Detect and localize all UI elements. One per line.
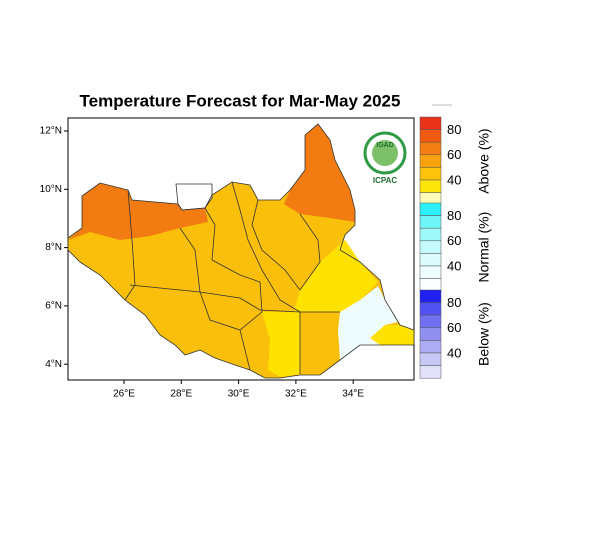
state-border [129, 284, 340, 313]
legend-swatch [419, 253, 442, 267]
lon-tick-label: 32°E [285, 389, 307, 400]
legend-swatch [419, 215, 442, 229]
legend-label: 80 [447, 122, 461, 137]
legend-label: 60 [447, 147, 461, 162]
state-border [231, 181, 301, 313]
legend-swatch [419, 352, 442, 366]
legend-title: Below (%) [476, 302, 492, 366]
state-border [179, 227, 201, 293]
legend-swatch [419, 265, 442, 279]
map-title: Temperature Forecast for Mar-May 2025 [80, 91, 401, 110]
logo-globe [372, 140, 398, 166]
legend-swatch [419, 327, 442, 341]
legend-swatch [419, 278, 442, 292]
legend-swatch [419, 141, 442, 156]
legend-label: 40 [447, 258, 461, 273]
state-border [124, 189, 136, 301]
legend-label: 80 [447, 208, 461, 223]
legend-label: 40 [447, 345, 461, 360]
state-border [251, 199, 321, 291]
legend-swatch [419, 340, 442, 354]
map-area [67, 123, 415, 379]
legend-title: Above (%) [476, 128, 492, 193]
legend-swatch [419, 129, 442, 143]
lon-tick-label: 30°E [228, 389, 250, 400]
axis-ticks: 12°N 10°N 8°N 6°N 4°N 26°E 28°E 30°E 32°E 34°E [40, 126, 365, 400]
state-border [239, 329, 251, 371]
legend-swatch [419, 227, 442, 242]
logo-org: ICPAC [373, 176, 398, 185]
region-above [284, 124, 355, 222]
legend-swatch [419, 302, 442, 316]
lat-tick-label: 12°N [40, 126, 62, 137]
legend-swatch [419, 167, 442, 181]
lon-tick-label: 28°E [170, 389, 192, 400]
legend-swatch [419, 116, 442, 130]
lat-tick-label: 10°N [40, 184, 62, 195]
legend-swatch [419, 365, 442, 379]
legend-title: Normal (%) [476, 212, 492, 283]
legend-label: 80 [447, 295, 461, 310]
region-none [175, 183, 213, 211]
region-normal [338, 286, 398, 360]
legend-swatch [419, 179, 442, 193]
logo-name: IGAD [376, 142, 394, 149]
legend: 80 60 40 Above (%) 80 60 40 Normal (%) 80 60 40 Bel… [419, 116, 492, 379]
country-border [67, 123, 415, 379]
legend-swatch [419, 314, 442, 329]
legend-swatch [419, 240, 442, 254]
region-yellow [262, 312, 300, 377]
legend-label: 40 [447, 172, 461, 187]
legend-label: 60 [447, 320, 461, 335]
state-border [204, 207, 263, 313]
region-above [68, 183, 208, 240]
legend-swatch [419, 202, 442, 216]
lon-tick-label: 26°E [113, 389, 135, 400]
lat-tick-label: 4°N [45, 359, 62, 370]
logo: IGAD ICPAC [363, 131, 407, 185]
lat-tick-label: 8°N [45, 242, 62, 253]
lon-tick-label: 34°E [342, 389, 364, 400]
lat-tick-label: 6°N [45, 301, 62, 312]
legend-swatch [419, 154, 442, 168]
region-yellow [370, 325, 414, 345]
state-border [199, 291, 263, 331]
legend-label: 60 [447, 233, 461, 248]
legend-swatch [419, 289, 442, 303]
